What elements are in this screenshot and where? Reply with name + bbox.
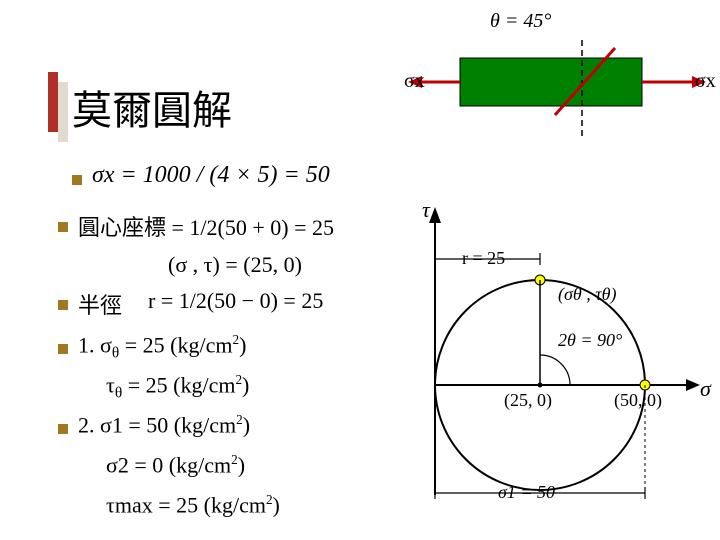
- mohr-2theta-label: 2θ = 90°: [558, 330, 622, 351]
- sigma-x-right-label: σx: [695, 70, 716, 93]
- title-accent-shadow: [58, 82, 68, 142]
- eq-center: 圓心座標 = 1/2(50 + 0) = 25: [78, 210, 334, 242]
- bullet-icon: [58, 222, 68, 232]
- page-title: 莫爾圓解: [72, 78, 232, 136]
- result-1a: 1. σθ = 25 (kg/cm2): [78, 332, 246, 363]
- eq-sigma-x: σx = 1000 / (4 × 5) = 50: [92, 162, 330, 189]
- eq-radius-label: 半徑: [78, 288, 122, 320]
- theta-45-label: θ = 45°: [490, 10, 551, 33]
- mohr-r-label: r = 25: [462, 248, 505, 269]
- bullet-icon: [58, 424, 68, 434]
- eq-point: (σ , τ) = (25, 0): [168, 252, 302, 278]
- mohr-right-label: (50, 0): [614, 390, 662, 411]
- result-2c: τmax = 25 (kg/cm2): [106, 492, 280, 518]
- result-2a: 2. σ1 = 50 (kg/cm2): [78, 412, 250, 438]
- slide: θ = 45° σx σx 莫爾圓解 σx = 1000 / (4 × 5) =…: [0, 0, 720, 540]
- sigma-x-left-label: σx: [404, 70, 425, 93]
- result-2b: σ2 = 0 (kg/cm2): [106, 452, 245, 478]
- sigma-axis-label: σ: [700, 376, 711, 402]
- tau-axis-label: τ: [422, 197, 430, 223]
- mohr-sigma1-label: σ1 = 50: [498, 482, 555, 503]
- mohr-theta-point-label: (σθ , τθ): [558, 284, 617, 305]
- eq-radius: r = 1/2(50 − 0) = 25: [148, 288, 323, 314]
- bullet-icon: [58, 300, 68, 310]
- bullet-icon: [58, 344, 68, 354]
- mohr-center-label: (25, 0): [504, 390, 552, 411]
- bullet-icon: [72, 175, 82, 185]
- title-accent-bar: [48, 72, 58, 132]
- result-1b: τθ = 25 (kg/cm2): [106, 372, 249, 403]
- stress-element-diagram: [400, 40, 720, 160]
- mohr-circle-diagram: [400, 195, 720, 525]
